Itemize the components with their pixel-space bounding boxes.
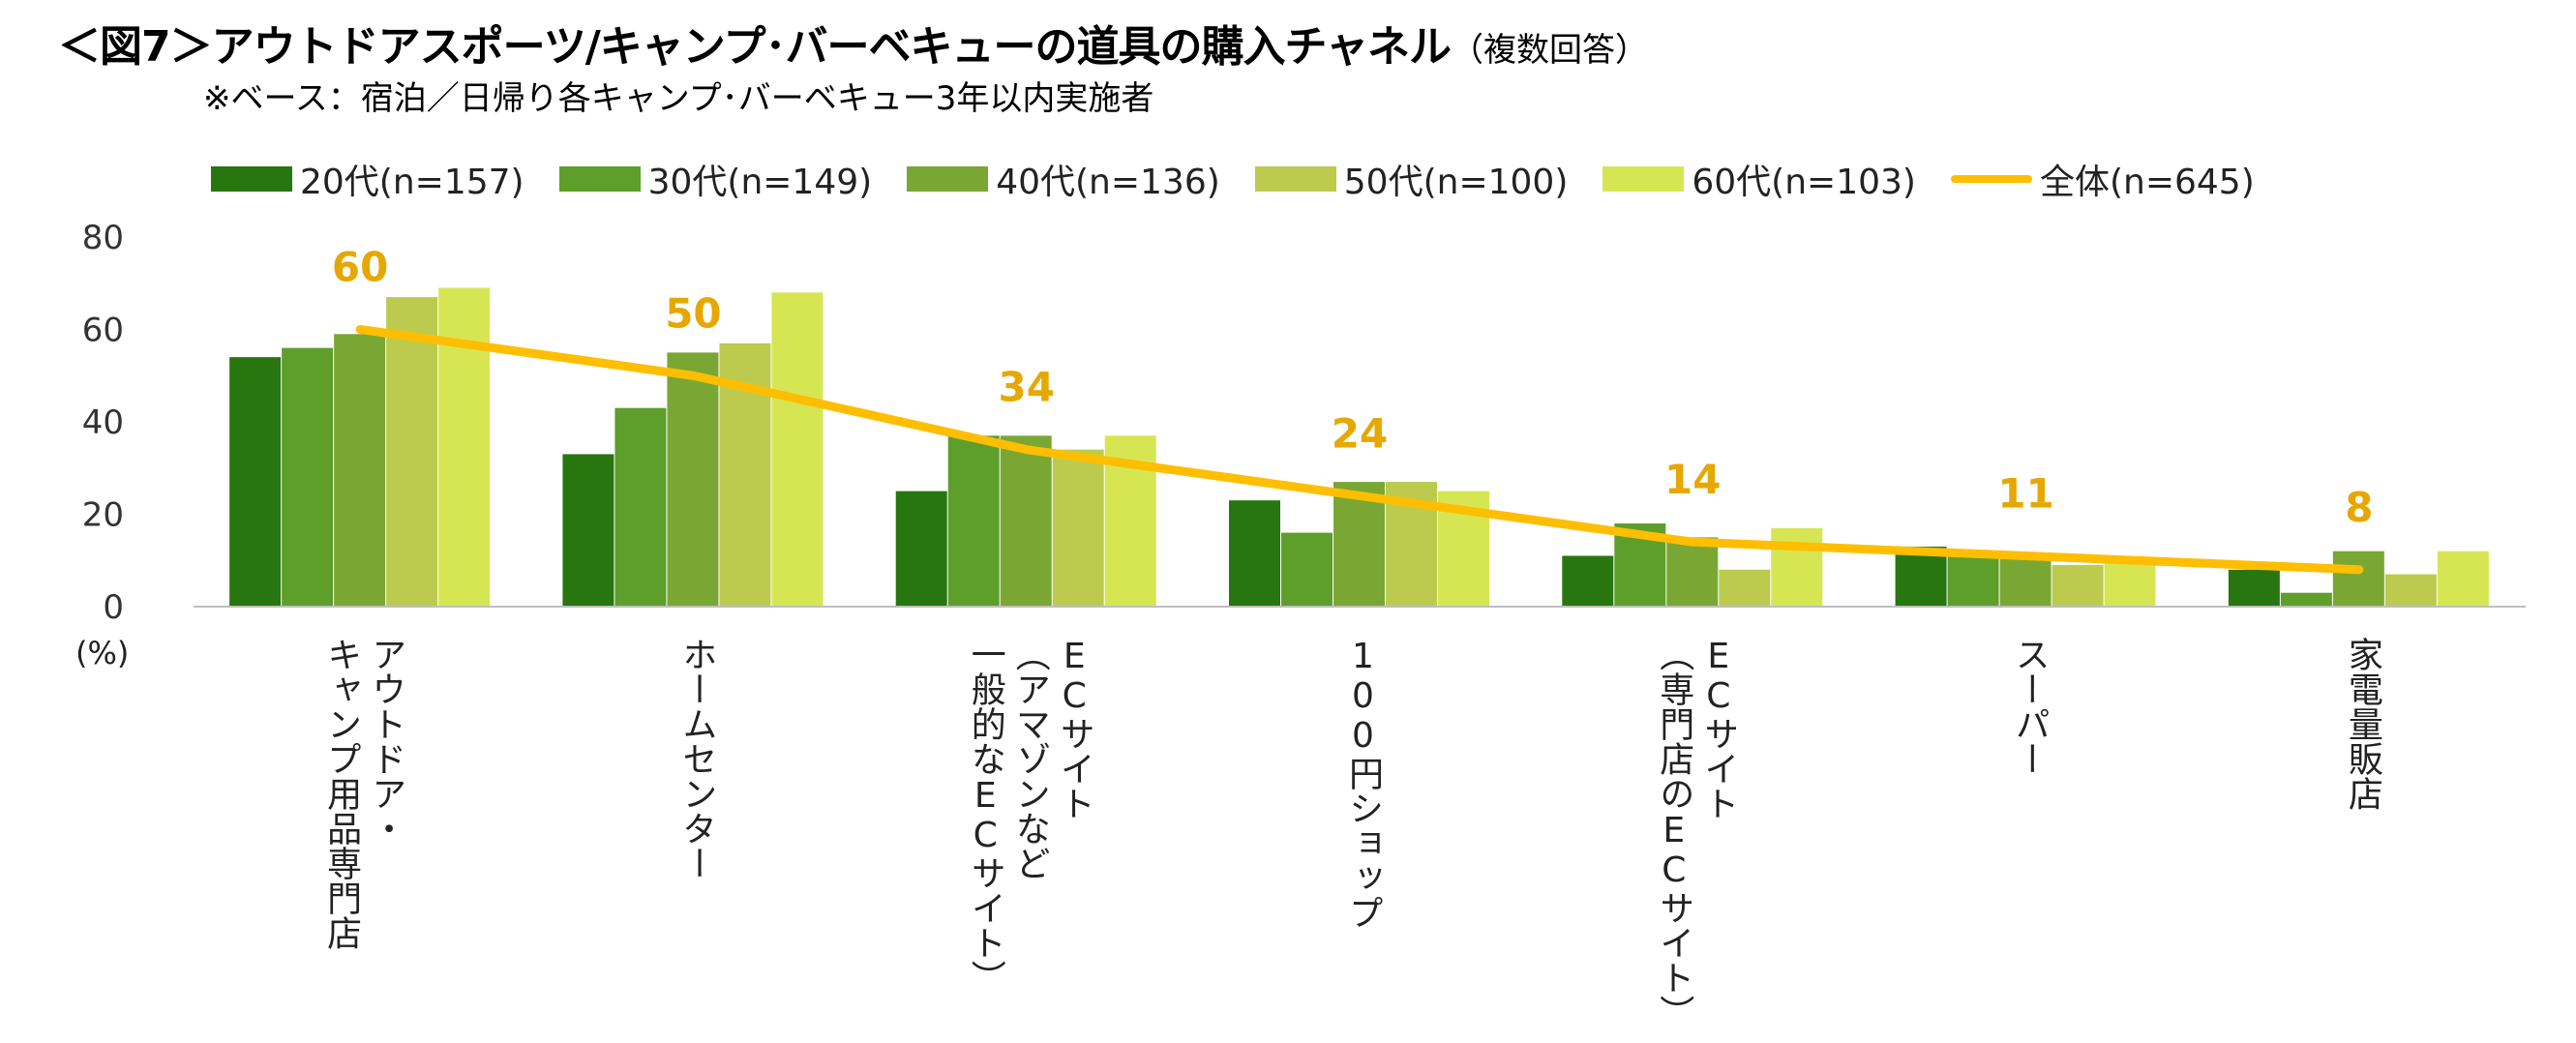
bar-50s-cat5 xyxy=(1719,569,1771,607)
bar-40s-cat4 xyxy=(1333,482,1385,607)
total-data-label-cat3: 34 xyxy=(998,364,1054,411)
bar-30s-cat2 xyxy=(614,407,667,607)
bar-50s-cat3 xyxy=(1052,449,1104,607)
bar-30s-cat7 xyxy=(2280,592,2332,607)
legend-label-60s: 60代(n=103) xyxy=(1692,163,1916,202)
total-data-label-cat1: 60 xyxy=(332,244,388,291)
category-label-cat3-line1: ECサイト xyxy=(1054,637,1094,820)
category-label-cat1-line1: アウトドア・ xyxy=(366,637,406,846)
bar-30s-cat3 xyxy=(947,435,1000,607)
category-label-cat5-line1: ECサイト xyxy=(1698,637,1739,820)
bar-40s-cat6 xyxy=(1999,555,2052,607)
bar-50s-cat1 xyxy=(386,297,438,607)
legend-swatch-20s xyxy=(211,166,292,192)
bar-40s-cat5 xyxy=(1666,537,1719,607)
legend-swatch-50s xyxy=(1254,166,1336,192)
total-data-label-cat4: 24 xyxy=(1332,409,1388,457)
bar-40s-cat1 xyxy=(334,334,386,607)
bar-50s-cat6 xyxy=(2052,565,2104,607)
legend-label-total: 全体(n=645) xyxy=(2039,163,2255,202)
category-label-cat3-line2: （アマゾンなど xyxy=(1009,637,1050,880)
bar-20s-cat4 xyxy=(1229,500,1280,607)
y-tick-label-20: 20 xyxy=(82,496,124,535)
legend-line-total xyxy=(1950,175,2032,183)
legend-swatch-30s xyxy=(558,166,641,192)
legend-label-40s: 40代(n=136) xyxy=(996,163,1220,202)
bar-30s-cat1 xyxy=(282,347,334,607)
y-tick-label-60: 60 xyxy=(82,312,124,350)
legend-item-total: 全体(n=645) xyxy=(1950,154,2255,204)
bar-20s-cat5 xyxy=(1562,555,1614,607)
legend: 20代(n=157) 30代(n=149) 40代(n=136) 50代(n=1… xyxy=(211,155,2290,203)
bar-50s-cat7 xyxy=(2384,574,2437,607)
total-point-cat5 xyxy=(1692,541,1694,544)
bar-40s-cat3 xyxy=(1000,435,1052,607)
y-unit-label: (%) xyxy=(75,635,130,671)
bar-20s-cat6 xyxy=(1895,546,1947,607)
y-tick-label-80: 80 xyxy=(82,219,124,257)
bar-40s-cat2 xyxy=(667,352,719,607)
total-point-cat1 xyxy=(359,328,362,331)
legend-label-30s: 30代(n=149) xyxy=(647,163,873,202)
legend-item-50s: 50代(n=100) xyxy=(1254,154,1569,204)
total-point-cat4 xyxy=(1359,494,1361,497)
category-label-cat3-line3: 一般的なECサイト） xyxy=(965,637,1005,995)
bar-20s-cat3 xyxy=(895,491,947,607)
y-tick-label-0: 0 xyxy=(103,588,124,627)
chart-title: ＜図7＞アウトドアスポーツ/キャンプ･バーベキューの道具の購入チャネル（複数回答… xyxy=(58,12,1648,74)
y-tick-label-40: 40 xyxy=(82,403,124,442)
total-data-label-cat5: 14 xyxy=(1664,456,1721,503)
category-label-cat2-line1: ホームセンター xyxy=(676,637,717,880)
bar-60s-cat1 xyxy=(438,287,491,607)
bar-20s-cat1 xyxy=(229,357,282,607)
category-label-cat1-line2: キャンプ用品専門店 xyxy=(321,637,362,950)
legend-swatch-40s xyxy=(907,166,989,192)
total-data-label-cat7: 8 xyxy=(2345,484,2373,531)
bar-20s-cat2 xyxy=(562,454,614,607)
chart-title-text: ＜図7＞アウトドアスポーツ/キャンプ･バーベキューの道具の購入チャネル xyxy=(58,22,1452,72)
chart-title-note: （複数回答） xyxy=(1451,31,1649,70)
legend-swatch-60s xyxy=(1603,166,1685,192)
category-label-cat5-line2: （専門店のECサイト） xyxy=(1654,637,1694,1029)
category-label-cat7-line1: 家電量販店 xyxy=(2342,637,2382,811)
legend-item-40s: 40代(n=136) xyxy=(907,154,1220,204)
bar-30s-cat4 xyxy=(1281,532,1333,607)
total-point-cat3 xyxy=(1025,448,1028,451)
legend-item-20s: 20代(n=157) xyxy=(211,154,524,204)
legend-label-50s: 50代(n=100) xyxy=(1343,163,1569,202)
legend-label-20s: 20代(n=157) xyxy=(300,163,524,202)
total-point-cat6 xyxy=(2024,554,2027,557)
bar-60s-cat7 xyxy=(2437,551,2489,607)
bar-60s-cat6 xyxy=(2104,560,2156,607)
bar-60s-cat2 xyxy=(771,292,824,607)
total-data-label-cat2: 50 xyxy=(665,289,721,337)
category-label-cat6-line1: スーパー xyxy=(2009,637,2050,776)
total-data-label-cat6: 11 xyxy=(1997,469,2053,517)
bar-20s-cat7 xyxy=(2228,569,2280,607)
total-point-cat2 xyxy=(692,374,695,377)
bar-30s-cat6 xyxy=(1947,555,1999,607)
chart-subtitle: ※ベース：宿泊／日帰り各キャンプ･バーベキュー3年以内実施者 xyxy=(203,79,1154,118)
bar-40s-cat7 xyxy=(2332,551,2384,607)
bar-60s-cat5 xyxy=(1771,527,1823,607)
total-point-cat7 xyxy=(2357,568,2360,571)
legend-item-60s: 60代(n=103) xyxy=(1603,154,1916,204)
legend-item-30s: 30代(n=149) xyxy=(558,154,873,204)
category-label-cat4-line1: 100円ショップ xyxy=(1343,637,1383,930)
